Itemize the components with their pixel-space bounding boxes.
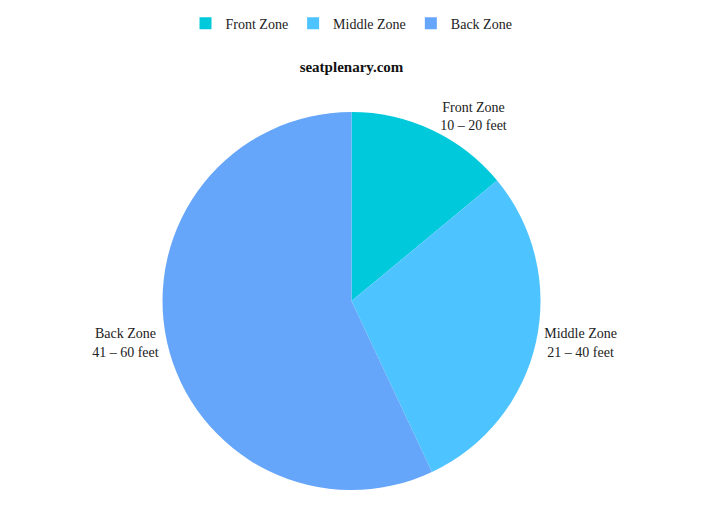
svg-text:Middle Zone21 – 40 feet: Middle Zone21 – 40 feet [544, 326, 617, 359]
svg-text:Back Zone41 – 60 feet: Back Zone41 – 60 feet [92, 326, 159, 359]
svg-text:Back Zone: Back Zone [451, 17, 512, 32]
svg-text:Middle Zone: Middle Zone [333, 17, 406, 32]
svg-text:seatplenary.com: seatplenary.com [300, 59, 404, 75]
svg-text:Front Zone10 – 20 feet: Front Zone10 – 20 feet [440, 100, 507, 133]
svg-text:Front Zone: Front Zone [226, 17, 289, 32]
